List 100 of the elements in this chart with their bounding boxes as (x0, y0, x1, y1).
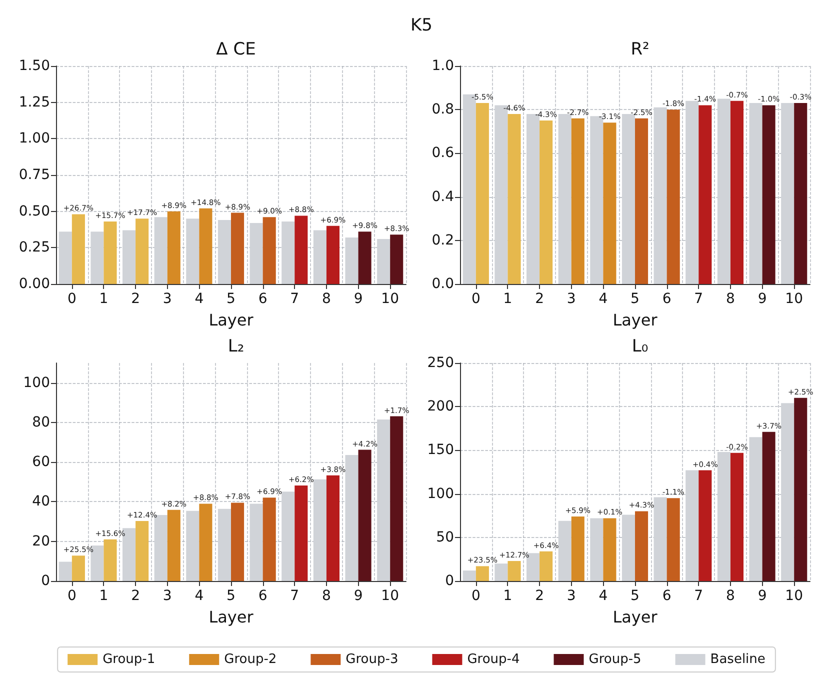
bar (90, 232, 104, 284)
x-tick-label: 8 (322, 291, 331, 307)
bar (186, 218, 200, 284)
x-axis-title: Layer (612, 310, 658, 330)
bar (794, 103, 808, 284)
x-tick-label: 4 (598, 588, 608, 604)
y-tick-label: 0.50 (18, 203, 50, 220)
x-tick-label: 10 (785, 291, 804, 307)
bar (717, 98, 730, 284)
x-tick-label: 8 (726, 588, 735, 604)
bar (390, 234, 404, 284)
y-tick-label: 1.00 (18, 130, 50, 147)
x-tick-label: 6 (258, 291, 268, 307)
bar (199, 208, 212, 284)
bar (540, 551, 553, 581)
x-tick-label: 1 (99, 588, 108, 604)
x-tick-label: 7 (290, 291, 300, 307)
x-tick-label: 2 (535, 291, 544, 307)
y-tick-label: 0.8 (432, 102, 454, 118)
chart-title: L₀ (632, 336, 648, 356)
bar (654, 107, 667, 284)
bar (326, 475, 340, 581)
x-tick-label: 7 (694, 588, 704, 604)
bar (390, 416, 404, 581)
bar (167, 211, 180, 284)
bar (136, 520, 149, 581)
x-tick-label: 2 (131, 588, 140, 604)
x-tick-label: 4 (598, 291, 608, 307)
bar (494, 564, 508, 581)
legend-label: Group-5 (588, 652, 642, 667)
bar (762, 105, 776, 284)
legend-label: Group-4 (467, 652, 520, 667)
bar (358, 232, 372, 284)
bar (154, 217, 168, 284)
bar (781, 103, 794, 284)
y-tick-label: 200 (427, 398, 454, 415)
bar (104, 222, 117, 284)
bar (762, 432, 776, 581)
bar (730, 100, 744, 284)
x-tick-label: 7 (694, 291, 704, 307)
x-tick-label: 6 (662, 291, 672, 307)
bar (358, 450, 372, 581)
x-tick-label: 6 (662, 588, 672, 604)
bar (558, 114, 572, 284)
x-axis-title: Layer (208, 310, 254, 330)
bar (603, 518, 616, 581)
x-tick-label: 2 (131, 291, 140, 307)
bar (58, 232, 72, 284)
bar (508, 114, 521, 284)
bar (698, 470, 712, 581)
y-tick-label: 40 (32, 494, 50, 510)
bar (313, 479, 326, 581)
bar (58, 562, 72, 581)
x-tick-label: 1 (503, 291, 512, 307)
bar (462, 570, 476, 581)
x-tick-label: 9 (354, 588, 363, 604)
bar (262, 498, 276, 581)
y-tick-label: 250 (427, 355, 454, 371)
bar (218, 220, 231, 284)
bar (294, 216, 308, 284)
x-tick-label: 0 (67, 588, 76, 604)
bar (167, 510, 180, 581)
x-tick-label: 9 (758, 291, 767, 307)
y-tick-label: 0 (41, 573, 50, 589)
x-tick-label: 4 (194, 291, 204, 307)
y-tick-label: 150 (427, 442, 454, 458)
bar (717, 452, 730, 581)
x-tick-label: 3 (566, 588, 576, 604)
bar (622, 514, 635, 581)
chart-title: L₂ (228, 336, 244, 356)
x-tick-label: 10 (785, 588, 804, 604)
bar (345, 237, 358, 284)
bar (666, 110, 680, 284)
legend-label: Group-2 (224, 652, 277, 667)
x-tick-label: 0 (471, 588, 480, 604)
bar (231, 212, 244, 284)
bar (686, 100, 699, 284)
y-tick-label: 100 (23, 374, 50, 391)
bar (218, 508, 231, 581)
bar (476, 103, 489, 284)
x-tick-label: 1 (503, 588, 512, 604)
y-tick-label: 0.00 (18, 276, 50, 292)
bar (345, 454, 358, 581)
bar (72, 214, 85, 284)
bar (730, 452, 744, 581)
x-tick-label: 5 (226, 291, 236, 307)
bar (104, 539, 117, 581)
x-tick-label: 1 (99, 291, 108, 307)
x-tick-label: 5 (630, 291, 640, 307)
bar (635, 118, 648, 284)
x-tick-label: 3 (566, 291, 576, 307)
bar (603, 122, 616, 284)
x-tick-label: 10 (381, 588, 400, 604)
bar (231, 502, 244, 581)
y-tick-label: 1.0 (432, 58, 454, 74)
x-axis-title: Layer (208, 608, 254, 626)
bar (635, 511, 648, 581)
bar (622, 114, 635, 284)
x-axis-title: Layer (612, 608, 658, 626)
text: K5 (410, 16, 432, 36)
